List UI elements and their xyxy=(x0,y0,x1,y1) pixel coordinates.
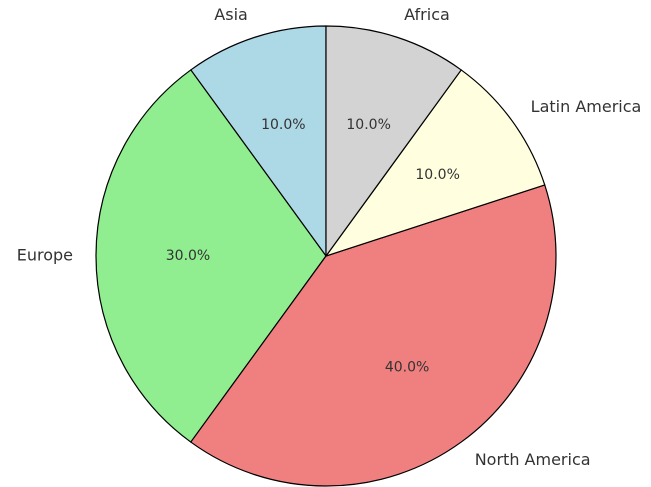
pie-slice xyxy=(95,69,327,443)
pct-label: 30.0% xyxy=(166,248,210,264)
pie-slice xyxy=(325,25,462,257)
slice-label: Latin America xyxy=(531,97,642,116)
pct-label: 10.0% xyxy=(346,117,390,133)
pct-label: 10.0% xyxy=(415,167,459,183)
slice-label: Asia xyxy=(214,5,248,24)
pie-slice xyxy=(325,69,546,257)
pie-slice xyxy=(190,25,327,257)
slice-label: North America xyxy=(475,450,591,469)
pct-label: 10.0% xyxy=(261,117,305,133)
slice-label: Africa xyxy=(404,5,450,24)
pct-label: 40.0% xyxy=(385,360,429,376)
pie-slice xyxy=(190,184,557,487)
slice-label: Europe xyxy=(17,246,73,265)
